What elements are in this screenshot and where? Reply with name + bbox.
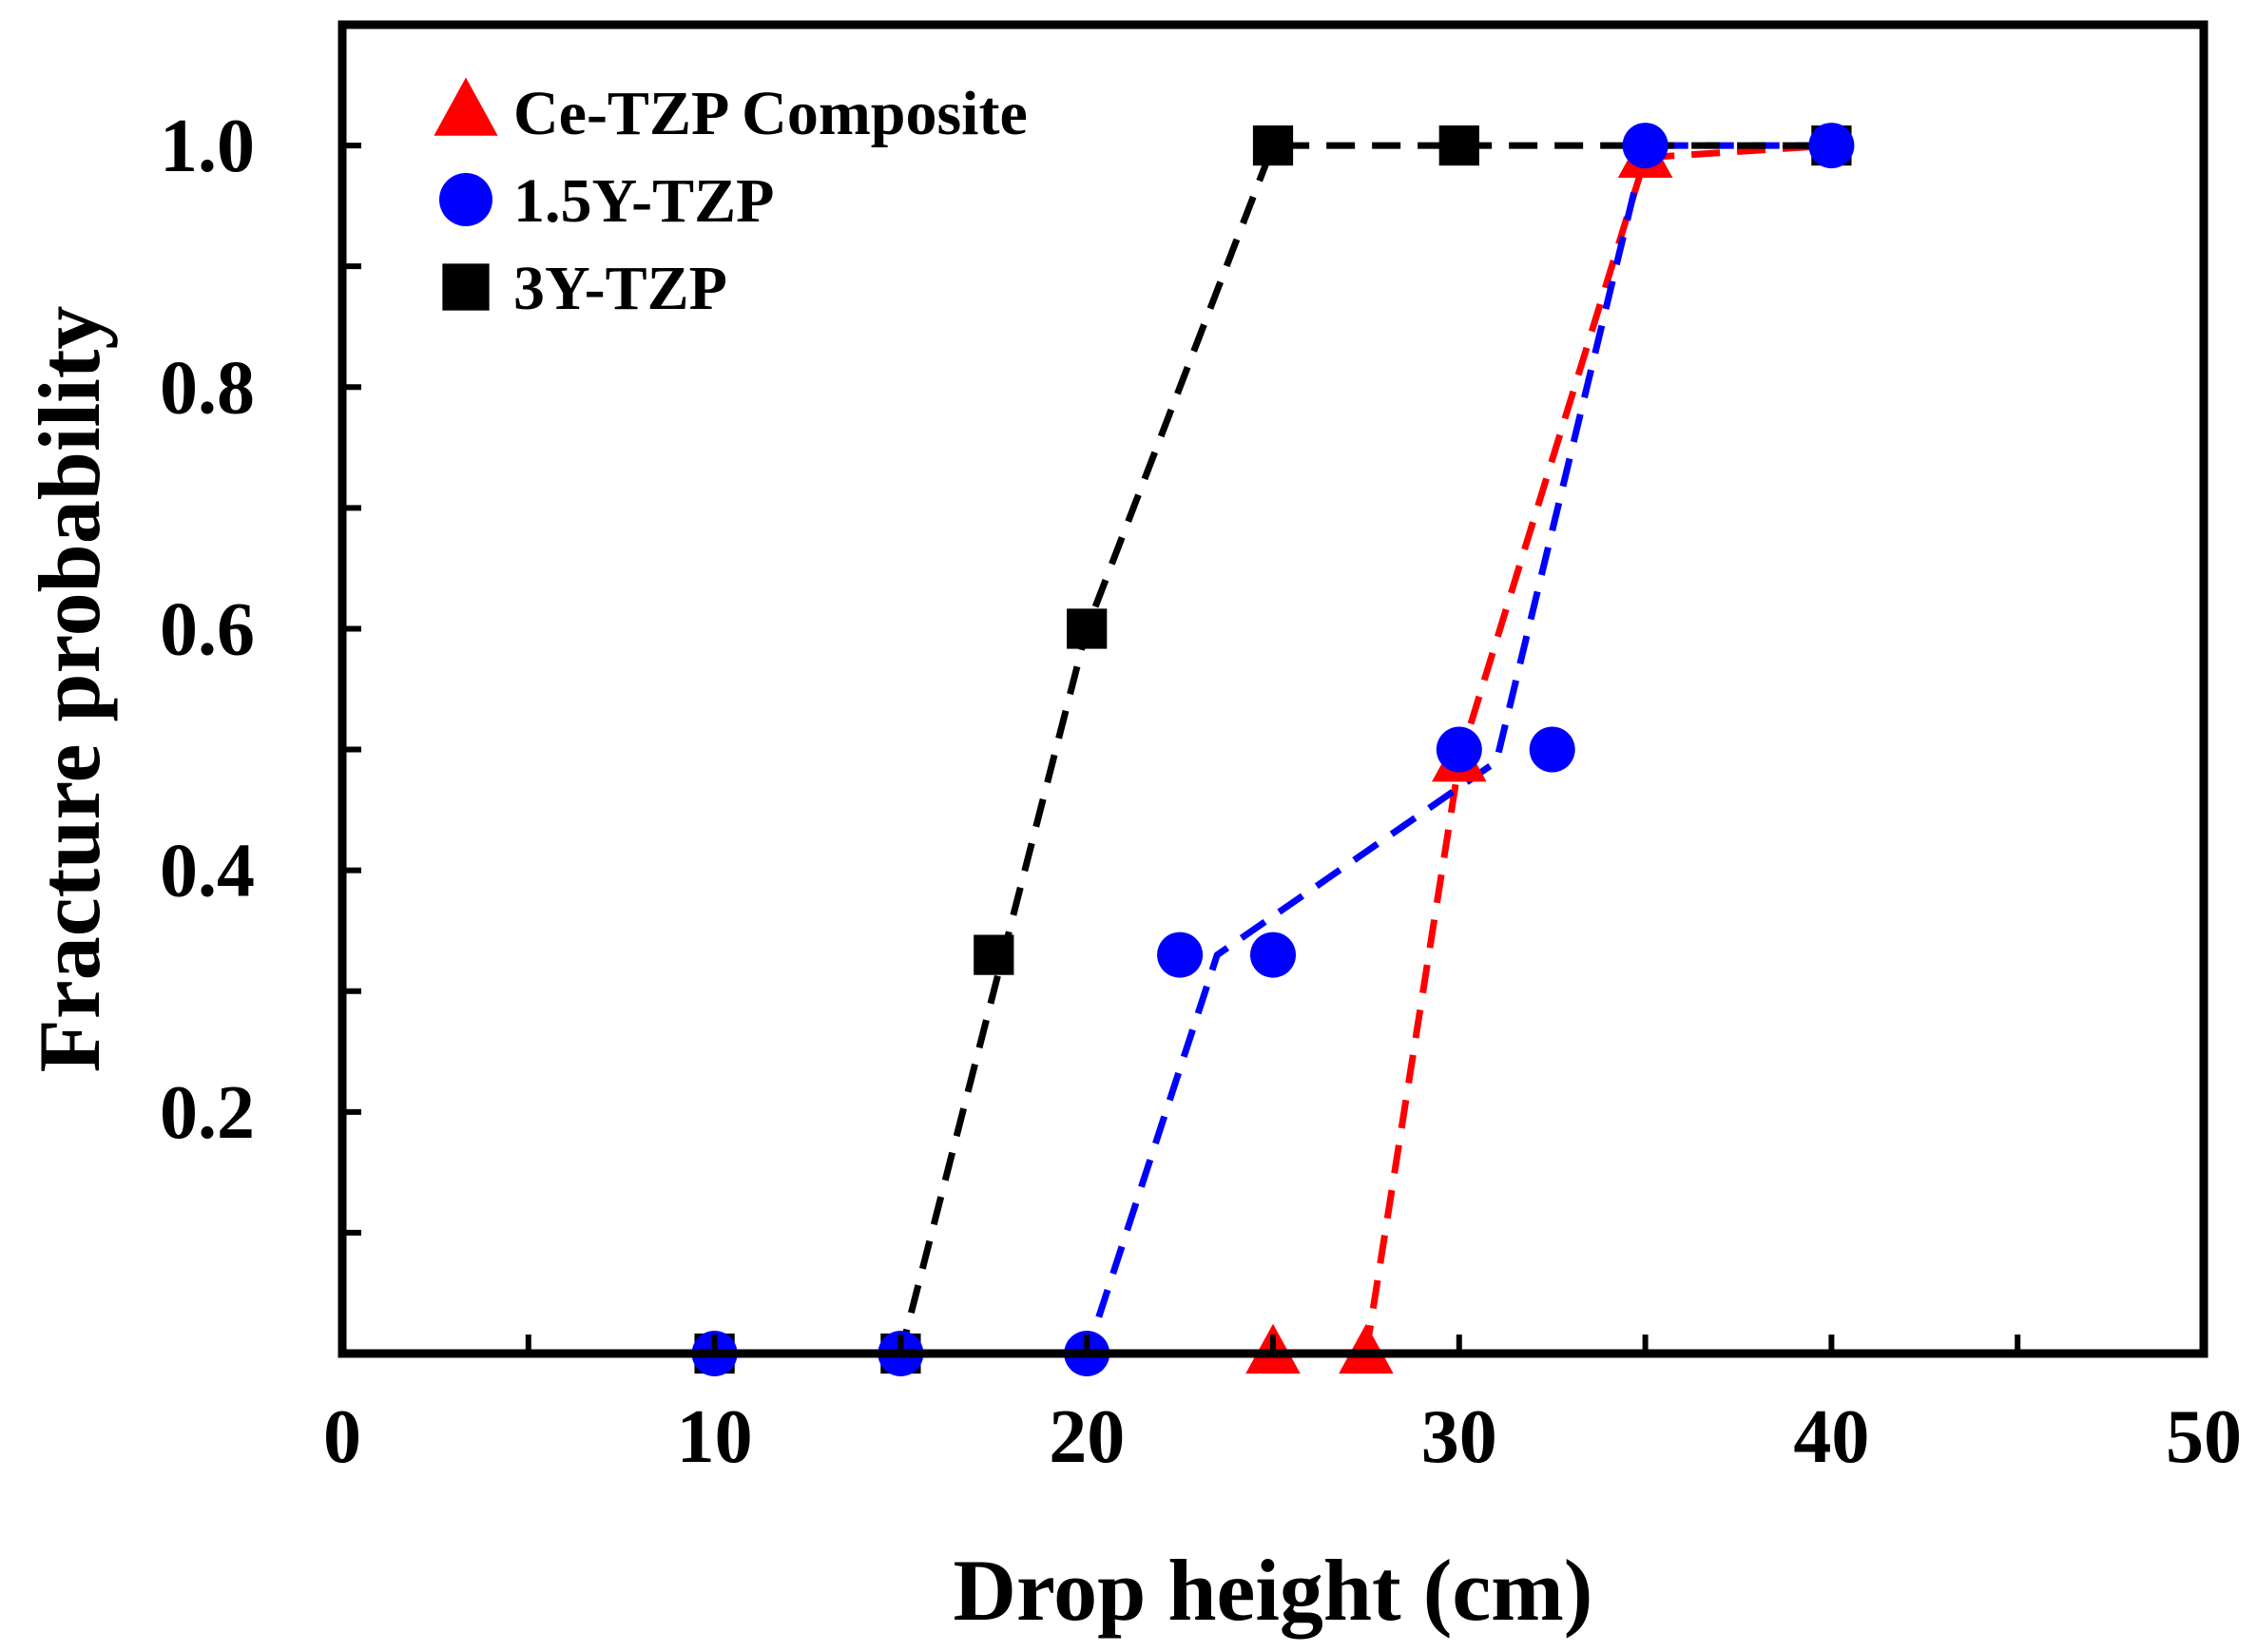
point-3y-tzp-2 (974, 934, 1014, 975)
point-1-5y-tzp-8 (1808, 123, 1855, 169)
y-tick-label-0.6: 0.6 (160, 587, 255, 671)
point-3y-tzp-3 (1067, 608, 1108, 649)
fit-line-1-5y-tzp (714, 142, 1832, 1357)
y-tick-label-0.4: 0.4 (160, 830, 255, 913)
legend-label-3y-tzp: 3Y-TZP (513, 254, 727, 323)
x-axis-ticks (339, 1335, 2207, 1354)
point-ce-tzp-composite-1 (1339, 1323, 1394, 1374)
fit-line-3y-tzp (714, 142, 1832, 1357)
point-3y-tzp-5 (1438, 125, 1479, 166)
point-1-5y-tzp-3 (1157, 932, 1204, 978)
x-axis-tick-labels: 0 10 20 30 40 50 (323, 1395, 2242, 1479)
y-tick-label-0.2: 0.2 (160, 1071, 255, 1155)
y-tick-label-0.8: 0.8 (160, 346, 255, 430)
legend-label-ce-tzp-composite: Ce-TZP Composite (513, 79, 1028, 148)
y-axis-ticks (342, 143, 361, 1236)
point-1-5y-tzp-5 (1436, 726, 1482, 773)
legend-label-1-5y-tzp: 1.5Y-TZP (513, 166, 774, 236)
fit-line-ce-tzp-composite (1362, 142, 1832, 1354)
data-markers (691, 123, 1855, 1376)
x-tick-label-30: 30 (1421, 1395, 1497, 1479)
point-1-5y-tzp-4 (1250, 932, 1296, 978)
legend-marker-ce-tzp-composite (434, 77, 498, 136)
x-tick-label-0: 0 (323, 1395, 361, 1479)
x-axis-title: Drop height (cm) (954, 1542, 1593, 1639)
x-tick-label-40: 40 (1793, 1395, 1869, 1479)
legend-marker-1-5y-tzp (439, 173, 492, 226)
y-axis-title: Fracture probability (21, 306, 118, 1073)
x-tick-label-20: 20 (1049, 1395, 1125, 1479)
fit-lines (714, 142, 1832, 1357)
point-3y-tzp-4 (1252, 125, 1294, 166)
legend-marker-3y-tzp (442, 263, 490, 311)
x-tick-label-50: 50 (2166, 1395, 2242, 1479)
y-axis-tick-labels: 0.2 0.4 0.6 0.8 1.0 (160, 105, 255, 1155)
point-1-5y-tzp-6 (1529, 726, 1575, 773)
x-tick-label-10: 10 (677, 1395, 753, 1479)
y-tick-label-1.0: 1.0 (160, 105, 255, 188)
point-1-5y-tzp-7 (1622, 123, 1669, 169)
legend: Ce-TZP Composite 1.5Y-TZP 3Y-TZP (434, 77, 1028, 323)
